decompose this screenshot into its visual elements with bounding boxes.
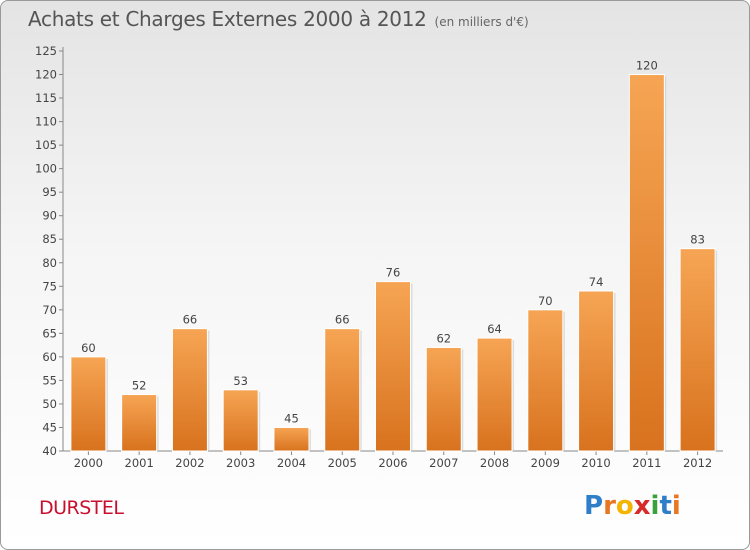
bar-value-label: 83 bbox=[690, 233, 705, 247]
chart-title: Achats et Charges Externes 2000 à 2012 (e… bbox=[28, 7, 529, 31]
y-tick-label: 70 bbox=[42, 303, 57, 317]
bar bbox=[679, 248, 716, 452]
x-tick-label: 2002 bbox=[175, 456, 204, 470]
bar-value-label: 60 bbox=[81, 341, 96, 355]
x-tick-label: 2003 bbox=[226, 456, 255, 470]
y-tick-label: 55 bbox=[42, 373, 57, 387]
bar-value-label: 52 bbox=[132, 379, 147, 393]
x-tick-label: 2012 bbox=[683, 456, 712, 470]
chart-unit: (en milliers d'€) bbox=[434, 15, 529, 29]
bar-value-label: 62 bbox=[436, 331, 451, 345]
chart-axes: 40 45 50 55 60 65 70 75 80 85 90 95 100 105 110 115 120 1… bbox=[35, 44, 723, 470]
x-tick-label: 2006 bbox=[378, 456, 407, 470]
bar-value-label: 53 bbox=[233, 374, 248, 388]
y-tick-label: 125 bbox=[35, 44, 57, 58]
y-tick-label: 90 bbox=[42, 209, 57, 223]
x-tick-label: 2000 bbox=[74, 456, 103, 470]
bar-value-label: 45 bbox=[284, 411, 299, 425]
logo-letter: r bbox=[603, 491, 616, 521]
logo-letter: P bbox=[584, 491, 604, 521]
bar-value-label: 66 bbox=[335, 313, 350, 327]
x-tick-label: 2007 bbox=[429, 456, 458, 470]
logo-letter: t bbox=[659, 491, 672, 521]
bar bbox=[222, 389, 259, 452]
bar bbox=[578, 290, 615, 452]
bar bbox=[324, 328, 361, 452]
y-tick-label: 115 bbox=[35, 91, 57, 105]
y-tick-label: 60 bbox=[42, 350, 57, 364]
x-tick-label: 2004 bbox=[277, 456, 306, 470]
bar-value-label: 70 bbox=[538, 294, 553, 308]
y-tick-label: 95 bbox=[42, 185, 57, 199]
chart-bars: 60 52 66 53 45 66 76 62 64 70 74 120 83 bbox=[70, 59, 718, 452]
logo-letter: o bbox=[615, 491, 634, 521]
bar-value-label: 66 bbox=[183, 313, 198, 327]
chart-title-text: Achats et Charges Externes 2000 à 2012 bbox=[28, 7, 427, 31]
bar-value-label: 74 bbox=[589, 275, 604, 289]
y-tick-label: 120 bbox=[35, 68, 57, 82]
y-tick-label: 50 bbox=[42, 397, 57, 411]
bar bbox=[375, 281, 411, 452]
y-tick-label: 85 bbox=[42, 232, 57, 246]
y-tick-label: 100 bbox=[35, 162, 57, 176]
bar bbox=[628, 74, 665, 452]
logo-letter: x bbox=[633, 491, 651, 521]
x-tick-label: 2005 bbox=[328, 456, 357, 470]
bar bbox=[425, 346, 462, 452]
x-tick-label: 2010 bbox=[581, 456, 610, 470]
bar bbox=[273, 426, 310, 452]
bar bbox=[476, 337, 513, 452]
logo-letter: i bbox=[650, 491, 660, 521]
y-tick-label: 65 bbox=[42, 326, 57, 340]
y-tick-label: 105 bbox=[35, 138, 57, 152]
y-tick-label: 110 bbox=[35, 115, 57, 129]
y-tick-label: 40 bbox=[42, 444, 57, 458]
proxiti-logo: Proxiti bbox=[584, 491, 681, 521]
bar bbox=[121, 394, 158, 452]
bar bbox=[171, 328, 208, 452]
x-tick-label: 2008 bbox=[480, 456, 509, 470]
logo-letter: i bbox=[671, 491, 681, 521]
x-tick-label: 2001 bbox=[125, 456, 154, 470]
bar bbox=[70, 356, 107, 452]
bar-value-label: 64 bbox=[487, 322, 502, 336]
bar-value-label: 120 bbox=[636, 59, 658, 73]
y-tick-label: 80 bbox=[42, 256, 57, 270]
x-tick-label: 2009 bbox=[531, 456, 560, 470]
y-tick-label: 75 bbox=[42, 279, 57, 293]
y-tick-label: 45 bbox=[42, 420, 57, 434]
bar-value-label: 76 bbox=[386, 266, 401, 280]
commune-name: DURSTEL bbox=[39, 497, 124, 519]
bar bbox=[527, 309, 564, 452]
x-tick-label: 2011 bbox=[632, 456, 661, 470]
